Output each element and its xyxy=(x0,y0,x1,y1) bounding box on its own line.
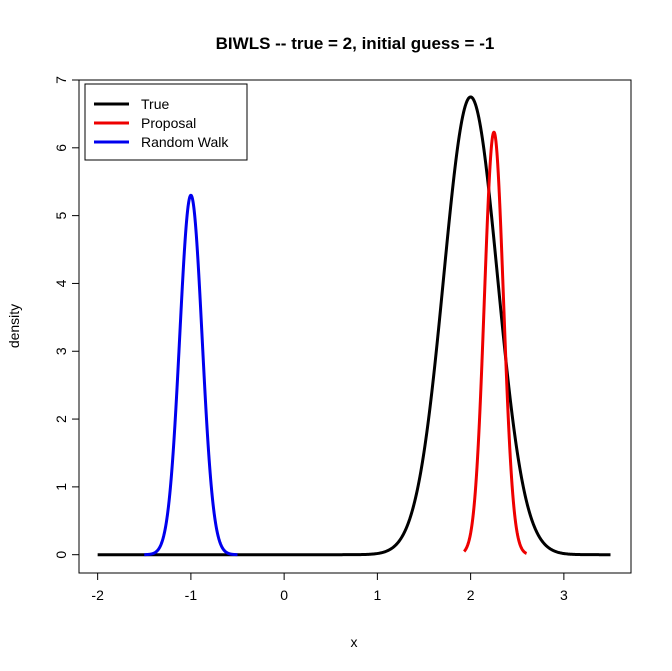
y-tick-label-1: 1 xyxy=(53,483,69,491)
legend-label-proposal: Proposal xyxy=(141,115,196,131)
x-tick-label-3: 1 xyxy=(373,587,381,603)
y-tick-label-0: 0 xyxy=(53,551,69,559)
legend: True Proposal Random Walk xyxy=(84,83,248,161)
series-line-proposal xyxy=(462,130,528,555)
x-tick-label-0: -2 xyxy=(91,587,104,603)
y-axis-label: density xyxy=(6,304,22,348)
y-tick-label-7: 7 xyxy=(53,76,69,84)
x-axis-label: x xyxy=(351,634,358,650)
y-tick-label-2: 2 xyxy=(53,415,69,423)
y-tick-label-3: 3 xyxy=(53,347,69,355)
plot-frame xyxy=(78,79,632,574)
y-axis: 0 1 2 3 4 5 6 7 xyxy=(53,76,79,559)
series-line-random-walk xyxy=(142,193,239,557)
y-tick-label-6: 6 xyxy=(53,144,69,152)
chart-title: BIWLS -- true = 2, initial guess = -1 xyxy=(216,34,495,53)
x-tick-label-5: 3 xyxy=(560,587,568,603)
y-tick-label-5: 5 xyxy=(53,212,69,220)
series-line-true xyxy=(97,95,612,557)
legend-label-true: True xyxy=(141,96,169,112)
x-tick-label-1: -1 xyxy=(185,587,198,603)
y-tick-label-4: 4 xyxy=(53,279,69,287)
x-axis: -2 -1 0 1 2 3 xyxy=(91,573,568,603)
x-tick-label-2: 0 xyxy=(280,587,288,603)
series-layer xyxy=(97,95,612,557)
legend-label-random-walk: Random Walk xyxy=(141,134,229,150)
x-tick-label-4: 2 xyxy=(467,587,475,603)
